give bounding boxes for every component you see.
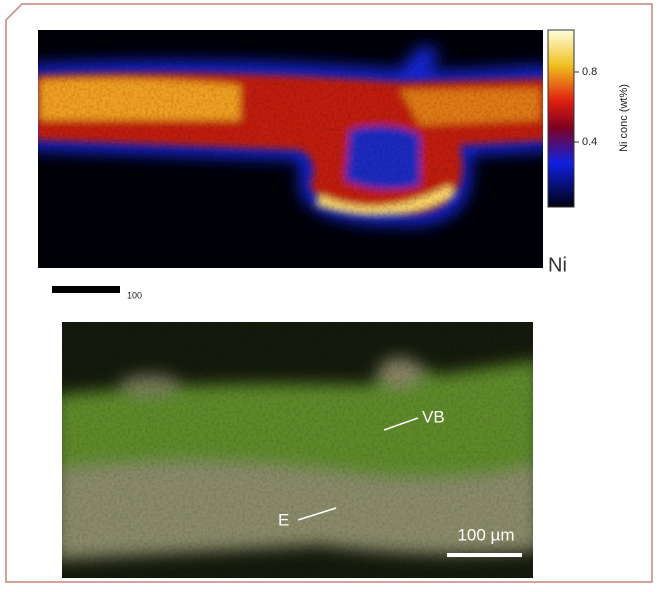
scale-bar-label: 100 µm xyxy=(457,525,514,544)
scale-bar-label: 100 xyxy=(127,290,142,300)
region-label: VB xyxy=(422,407,445,426)
pointer-line xyxy=(383,417,419,431)
scale-bar xyxy=(52,286,120,293)
colorbar-tick-label: 0.8 xyxy=(582,66,597,78)
colorbar-tick-label: 0.4 xyxy=(582,136,597,148)
pointer-line xyxy=(297,507,337,521)
colorbar-label: Ni conc (wt%) xyxy=(618,84,630,152)
micrograph xyxy=(62,322,533,578)
region-label: E xyxy=(278,510,289,529)
colorbar xyxy=(547,29,575,208)
frame xyxy=(5,3,653,583)
element-label: Ni xyxy=(548,254,567,276)
scale-bar xyxy=(447,553,522,557)
ni-map xyxy=(38,30,543,268)
